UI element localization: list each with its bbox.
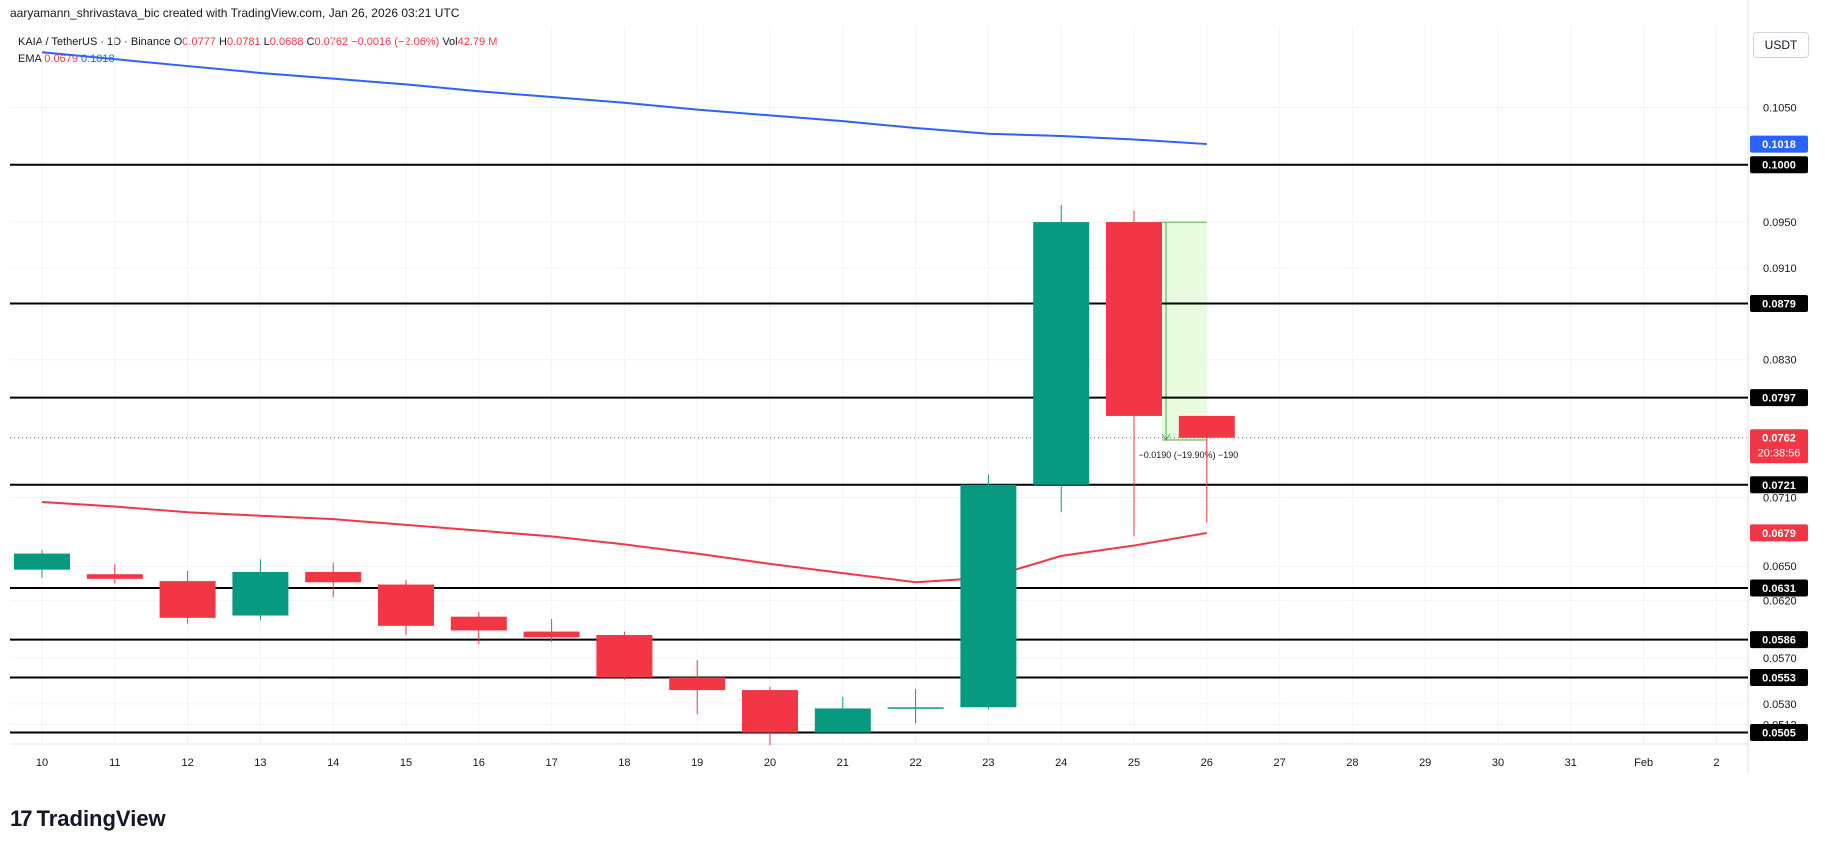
last-price-badge-countdown: 20:38:56	[1758, 448, 1801, 460]
y-tick-label: 0.1050	[1763, 102, 1797, 114]
close-value: 0.0762	[314, 36, 349, 48]
x-tick-label: 12	[181, 757, 193, 769]
open-label: O	[173, 36, 183, 48]
x-tick-label: 17	[545, 757, 557, 769]
low-label: L	[263, 36, 270, 48]
tradingview-brand: 17 TradingView	[10, 806, 166, 832]
level-price-badge-label: 0.0721	[1762, 480, 1796, 492]
change-value: −0.0016 (−2.06%)	[351, 36, 440, 48]
x-tick-label: 16	[473, 757, 485, 769]
y-tick-label: 0.0830	[1763, 355, 1797, 367]
level-price-badge-box	[1750, 156, 1808, 174]
candle-body-up[interactable]	[1033, 222, 1090, 485]
high-label: H	[219, 36, 227, 48]
x-tick-label: 2	[1713, 757, 1719, 769]
level-price-badge-label: 0.0797	[1762, 393, 1796, 405]
y-tick-label: 0.0530	[1763, 699, 1797, 711]
ema-slow-line	[41, 51, 1207, 146]
candle-body-down[interactable]	[596, 635, 653, 678]
candle-body-down[interactable]	[378, 584, 434, 626]
candle-body-down[interactable]	[1178, 415, 1235, 438]
ema-value-fast: 0.0679	[44, 53, 78, 65]
indicator-price-badge-box	[1750, 524, 1808, 542]
x-tick-label: 15	[400, 757, 412, 769]
open-value: 0.0777	[182, 36, 216, 48]
high-value: 0.0781	[226, 36, 261, 48]
level-price-badge-label: 0.0505	[1762, 728, 1796, 740]
last-price-badge-box	[1750, 429, 1808, 464]
measure-box[interactable]	[1162, 222, 1207, 441]
level-price-badge-box	[1750, 389, 1808, 407]
y-tick-label: 0.0710	[1763, 492, 1797, 504]
y-tick-label: 0.0950	[1763, 217, 1797, 229]
x-tick-label: 13	[254, 757, 266, 769]
candle-body-down[interactable]	[742, 690, 798, 733]
ohlc-legend-row: KAIA / TetherUS · 1D · Binance O0.0777 H…	[18, 34, 497, 51]
ema-label[interactable]: EMA	[18, 53, 42, 65]
level-price-badge-box	[1750, 579, 1808, 597]
level-price-badge-label: 0.0553	[1762, 672, 1796, 684]
candle-body-up[interactable]	[887, 707, 944, 709]
candle-body-up[interactable]	[960, 484, 1017, 708]
brand-name: TradingView	[36, 806, 166, 831]
x-tick-label: Feb	[1634, 757, 1653, 769]
x-tick-label: 26	[1201, 757, 1213, 769]
chart-legend: KAIA / TetherUS · 1D · Binance O0.0777 H…	[18, 34, 497, 68]
candle-body-down[interactable]	[450, 616, 507, 631]
x-tick-label: 25	[1128, 757, 1140, 769]
indicator-price-badge-box	[1750, 135, 1808, 153]
x-tick-label: 23	[982, 757, 994, 769]
candle-body-up[interactable]	[232, 571, 289, 616]
x-tick-label: 30	[1492, 757, 1504, 769]
candlestick-chart[interactable]: −0.0190 (−19.90%) −190 0.1050 0.0950 0.0910…	[0, 0, 1825, 800]
x-tick-label: 21	[837, 757, 849, 769]
level-price-badge-label: 0.0631	[1762, 583, 1796, 595]
x-tick-label: 29	[1419, 757, 1431, 769]
y-tick-label: 0.0650	[1763, 561, 1797, 573]
chart-credit: aaryamann_shrivastava_bic created with T…	[10, 6, 460, 20]
level-price-badge-box	[1750, 631, 1808, 649]
level-price-badge-label: 0.0879	[1762, 299, 1796, 311]
level-price-badge-box	[1750, 724, 1808, 742]
x-tick-label: 18	[618, 757, 630, 769]
symbol-title[interactable]: KAIA / TetherUS · 1D · Binance	[18, 36, 171, 48]
x-tick-label: 27	[1273, 757, 1285, 769]
close-label: C	[306, 36, 315, 48]
x-tick-label: 11	[109, 757, 120, 769]
level-price-badge-box	[1750, 295, 1808, 313]
y-tick-label: 0.0620	[1763, 596, 1797, 608]
x-tick-label: 10	[36, 757, 48, 769]
tradingview-logo-icon: 17	[10, 806, 33, 831]
indicator-price-badge-label: 0.0679	[1762, 528, 1796, 540]
measure-arrow-head	[1161, 433, 1171, 441]
level-price-badge-label: 0.1000	[1762, 160, 1796, 172]
candle-body-up[interactable]	[814, 708, 871, 733]
last-price-badge-label: 0.0762	[1762, 433, 1796, 445]
x-tick-label: 28	[1346, 757, 1358, 769]
measure-label: −0.0190 (−19.90%) −190	[1138, 450, 1238, 460]
x-tick-label: 24	[1055, 757, 1067, 769]
candle-body-down[interactable]	[1106, 222, 1162, 416]
level-price-badge-label: 0.0586	[1762, 635, 1796, 647]
candle-body-down[interactable]	[669, 677, 726, 691]
candle-body-down[interactable]	[159, 581, 216, 618]
level-price-badge-box	[1750, 668, 1808, 686]
x-tick-label: 20	[764, 757, 776, 769]
low-value: 0.0688	[269, 36, 304, 48]
x-tick-label: 31	[1565, 757, 1577, 769]
y-tick-label: 0.0570	[1763, 653, 1797, 665]
x-tick-label: 22	[909, 757, 921, 769]
x-tick-label: 14	[327, 757, 339, 769]
x-tick-label: 19	[691, 757, 703, 769]
candle-body-down[interactable]	[305, 571, 362, 583]
candle-body-down[interactable]	[523, 631, 580, 638]
volume-label: Vol	[442, 36, 458, 48]
y-tick-label: 0.0910	[1763, 263, 1797, 275]
indicator-price-badge-label: 0.1018	[1762, 139, 1796, 151]
level-price-badge-box	[1750, 476, 1808, 494]
candle-body-down[interactable]	[86, 574, 143, 579]
candle-body-up[interactable]	[14, 553, 70, 570]
currency-button[interactable]: USDT	[1753, 32, 1809, 58]
volume-value: 42.79 M	[457, 36, 498, 48]
